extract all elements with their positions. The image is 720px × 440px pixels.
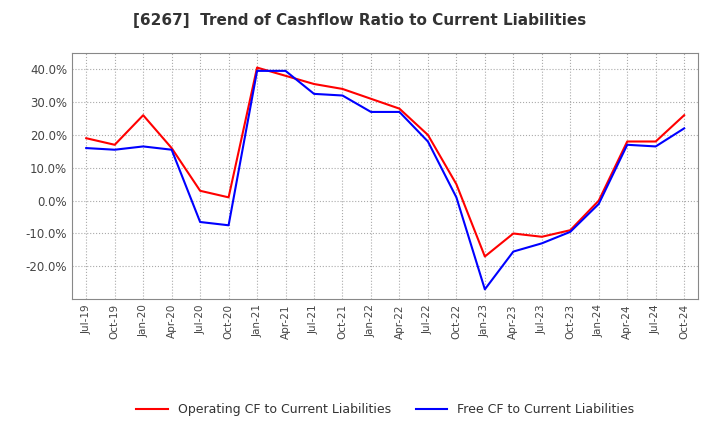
Operating CF to Current Liabilities [480,254,489,259]
Operating CF to Current Liabilities [310,81,318,87]
Free CF to Current Liabilities [452,195,461,200]
Operating CF to Current Liabilities [395,106,404,111]
Free CF to Current Liabilities [139,144,148,149]
Operating CF to Current Liabilities [680,113,688,118]
Legend: Operating CF to Current Liabilities, Free CF to Current Liabilities: Operating CF to Current Liabilities, Fre… [131,398,639,421]
Free CF to Current Liabilities [167,147,176,152]
Free CF to Current Liabilities [480,287,489,292]
Free CF to Current Liabilities [366,109,375,114]
Free CF to Current Liabilities [110,147,119,152]
Operating CF to Current Liabilities [338,86,347,92]
Free CF to Current Liabilities [82,146,91,151]
Operating CF to Current Liabilities [196,188,204,194]
Operating CF to Current Liabilities [452,182,461,187]
Operating CF to Current Liabilities [110,142,119,147]
Free CF to Current Liabilities [537,241,546,246]
Line: Free CF to Current Liabilities: Free CF to Current Liabilities [86,71,684,290]
Operating CF to Current Liabilities [509,231,518,236]
Operating CF to Current Liabilities [82,136,91,141]
Operating CF to Current Liabilities [282,73,290,78]
Operating CF to Current Liabilities [537,234,546,239]
Operating CF to Current Liabilities [253,65,261,70]
Operating CF to Current Liabilities [139,113,148,118]
Line: Operating CF to Current Liabilities: Operating CF to Current Liabilities [86,68,684,257]
Operating CF to Current Liabilities [167,146,176,151]
Free CF to Current Liabilities [196,220,204,225]
Operating CF to Current Liabilities [623,139,631,144]
Operating CF to Current Liabilities [595,198,603,203]
Free CF to Current Liabilities [680,126,688,131]
Free CF to Current Liabilities [253,68,261,73]
Free CF to Current Liabilities [423,139,432,144]
Free CF to Current Liabilities [652,144,660,149]
Operating CF to Current Liabilities [225,195,233,200]
Free CF to Current Liabilities [595,201,603,206]
Operating CF to Current Liabilities [366,96,375,102]
Free CF to Current Liabilities [623,142,631,147]
Free CF to Current Liabilities [509,249,518,254]
Free CF to Current Liabilities [225,223,233,228]
Operating CF to Current Liabilities [423,132,432,138]
Free CF to Current Liabilities [338,93,347,98]
Text: [6267]  Trend of Cashflow Ratio to Current Liabilities: [6267] Trend of Cashflow Ratio to Curren… [133,13,587,28]
Free CF to Current Liabilities [310,91,318,96]
Free CF to Current Liabilities [282,68,290,73]
Operating CF to Current Liabilities [566,227,575,233]
Free CF to Current Liabilities [566,229,575,235]
Free CF to Current Liabilities [395,109,404,114]
Operating CF to Current Liabilities [652,139,660,144]
